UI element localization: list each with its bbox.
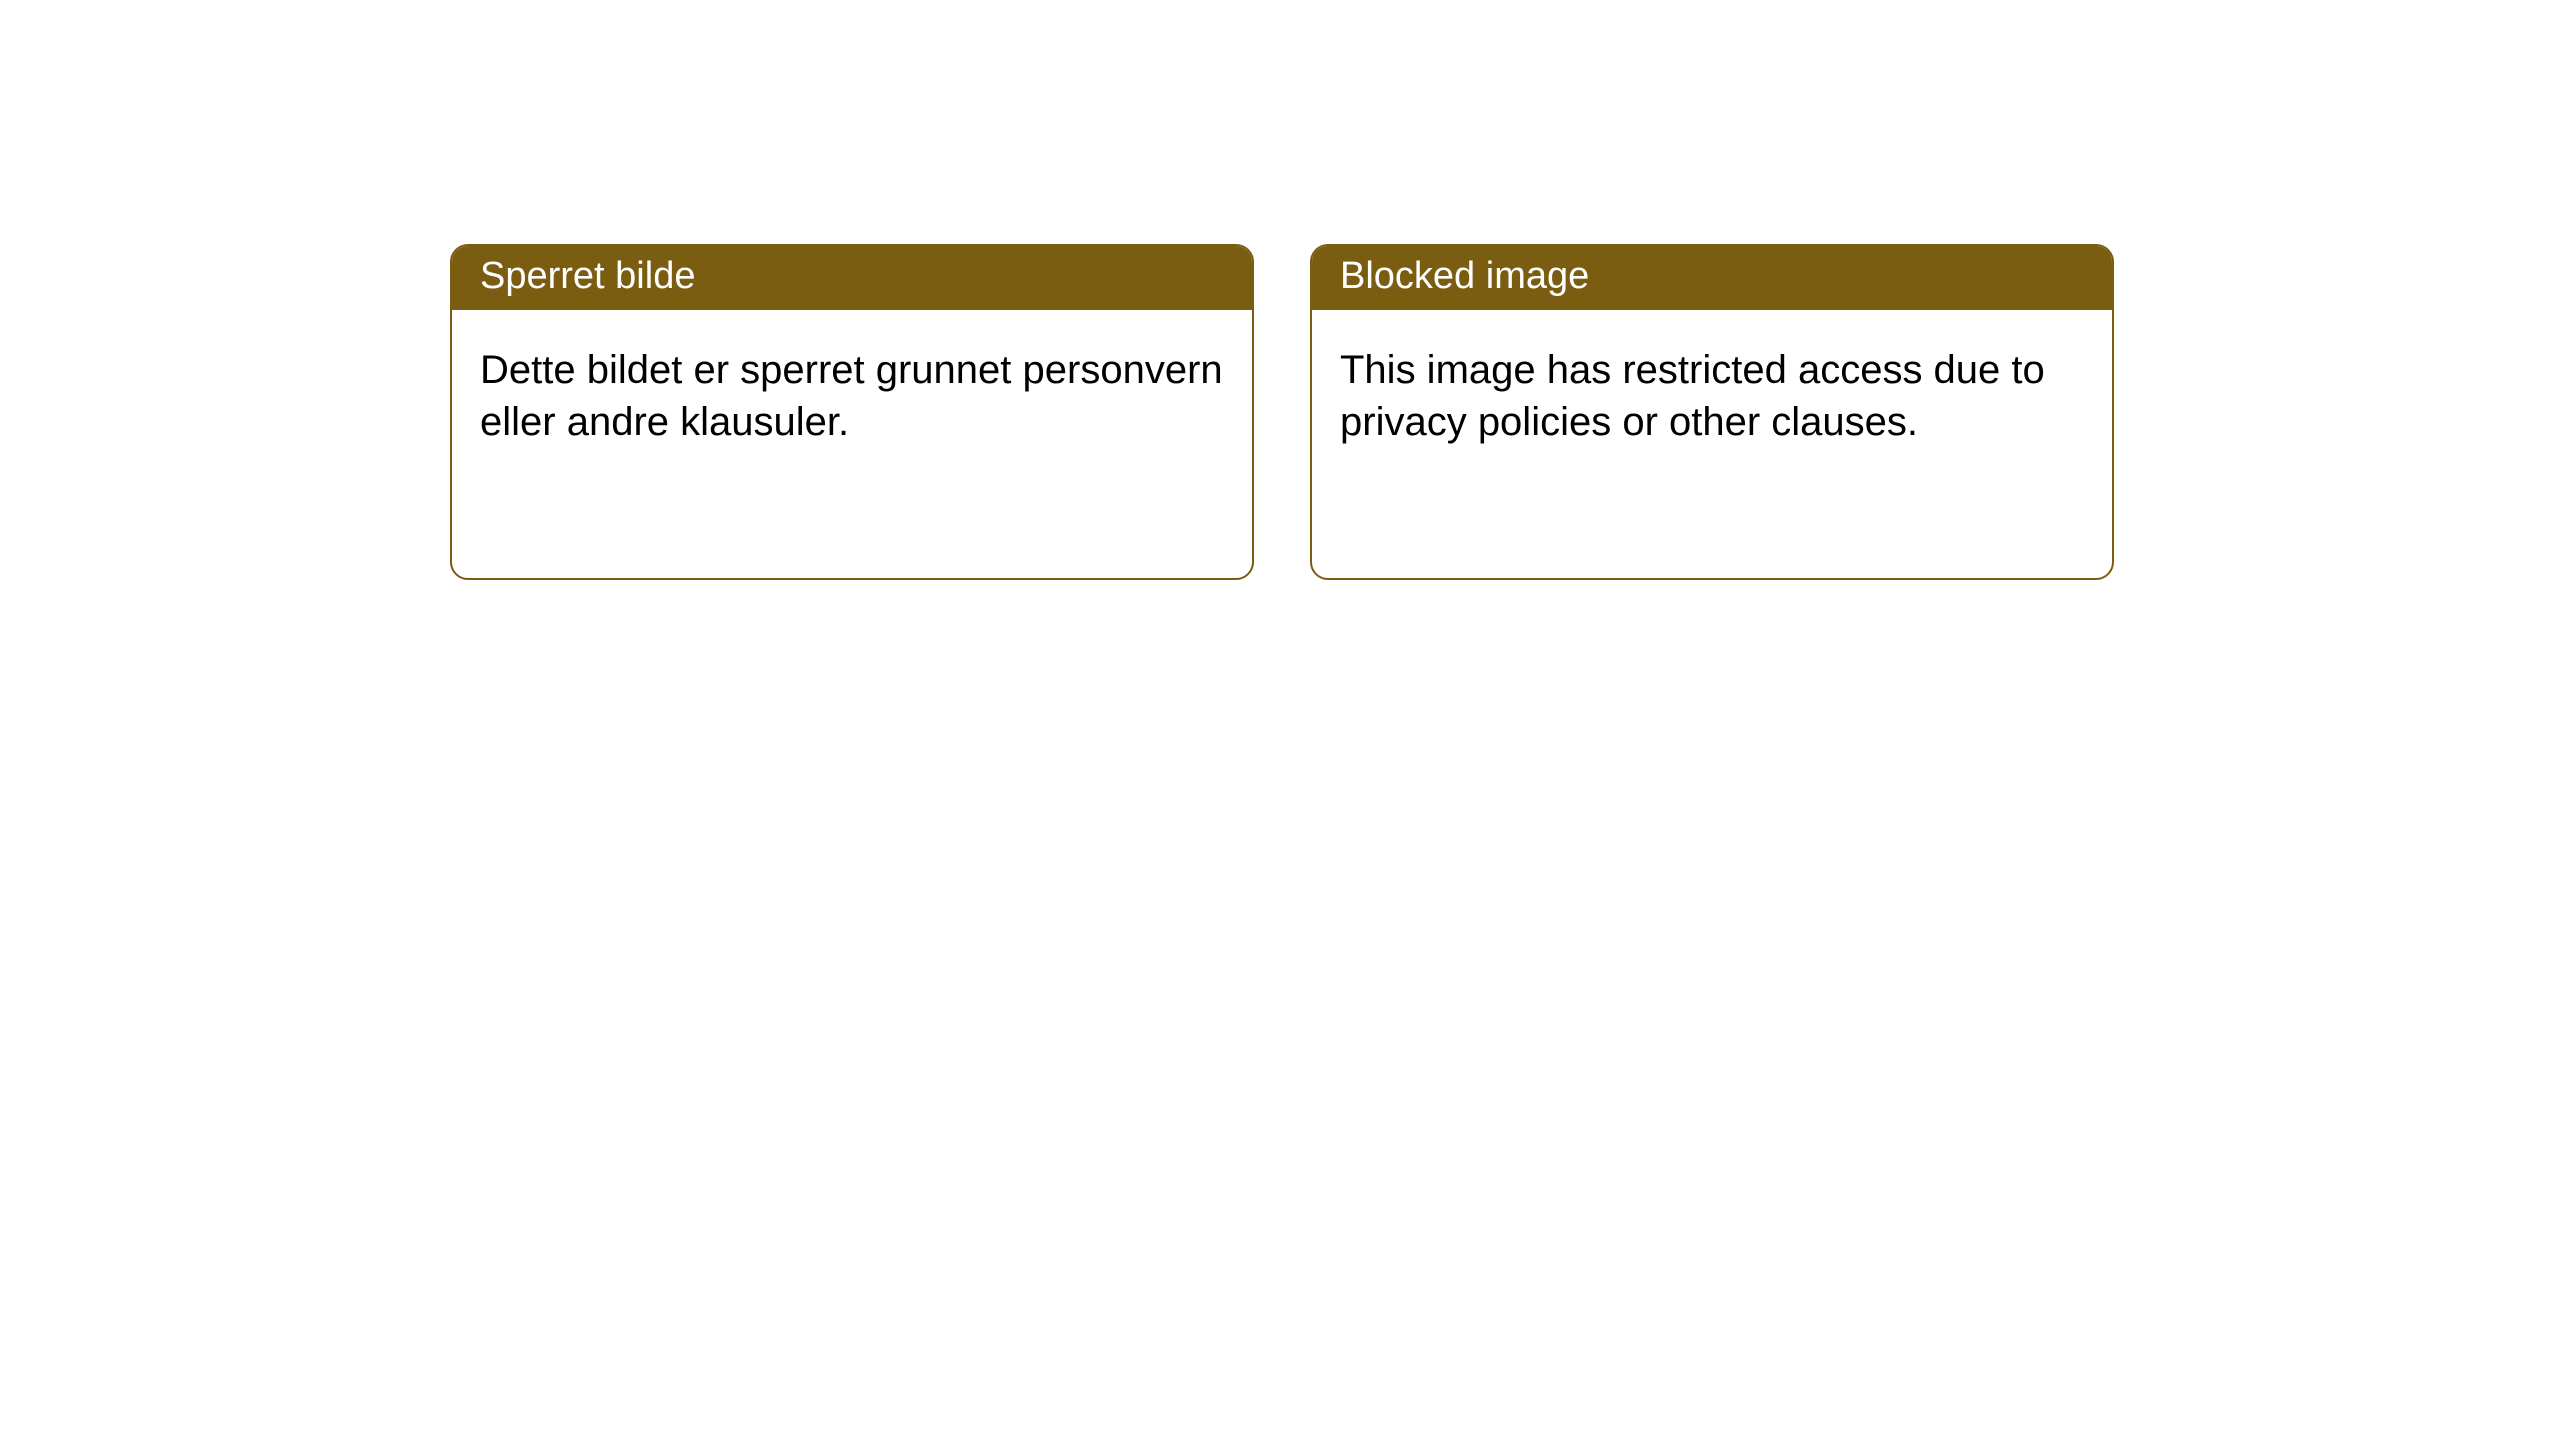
notice-header: Blocked image (1312, 246, 2112, 310)
notice-header: Sperret bilde (452, 246, 1252, 310)
notice-message: Dette bildet er sperret grunnet personve… (452, 310, 1252, 482)
notice-container: Sperret bilde Dette bildet er sperret gr… (0, 0, 2560, 580)
notice-box-norwegian: Sperret bilde Dette bildet er sperret gr… (450, 244, 1254, 580)
notice-message: This image has restricted access due to … (1312, 310, 2112, 482)
notice-box-english: Blocked image This image has restricted … (1310, 244, 2114, 580)
